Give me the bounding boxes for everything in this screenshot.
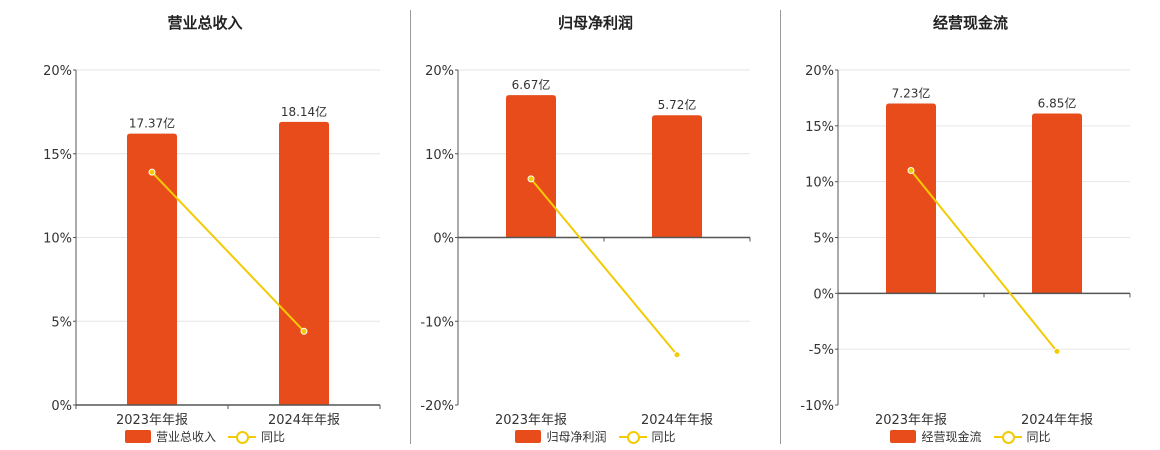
y-tick-label: 15% — [805, 120, 834, 135]
bar-data-label: 6.85亿 — [1038, 96, 1077, 111]
chart-title: 经营现金流 — [932, 14, 1008, 32]
legend-line-label: 同比 — [261, 430, 286, 444]
bar-data-label: 17.37亿 — [129, 116, 175, 131]
y-tick-label: 10% — [425, 148, 454, 163]
revenue-chart-svg: 0% 5% 10% 15% 20% 17.37亿 18.14亿 2023年年报 2024年年报 — [43, 64, 381, 428]
y-tick-label: 0% — [813, 287, 834, 302]
y-tick-label: 20% — [43, 64, 72, 79]
legend-bar-label: 营业总收入 — [155, 430, 216, 444]
yoy-point — [300, 327, 308, 335]
yoy-point — [673, 351, 681, 359]
chart-legend: 经营现金流 同比 — [781, 428, 1160, 445]
yoy-line — [530, 178, 678, 356]
y-tick-label: 0% — [433, 232, 454, 247]
y-tick-label: 20% — [805, 64, 834, 79]
legend-line-swatch — [618, 430, 647, 444]
bar-data-label: 6.67亿 — [512, 77, 551, 92]
bar-data-label: 18.14亿 — [281, 104, 327, 119]
chart-title: 归母净利润 — [557, 14, 633, 32]
bar — [127, 133, 177, 405]
net-profit-chart-svg: -20% -10% 0% 10% 20% 6.67亿 5.72亿 2023年年报 2024年年报 — [420, 64, 751, 428]
net-profit-chart-panel: 归母净利润 -20% -10% 0% 10% 20% 6.67亿 5.72亿 2023年年报 2… — [411, 0, 780, 450]
bar — [506, 95, 556, 238]
bar — [652, 115, 702, 238]
yoy-point — [527, 175, 535, 183]
y-tick-label: -5% — [809, 343, 834, 358]
cash-flow-chart-svg: -10% -5% 0% 5% 10% 15% 20% 7.23亿 6.85亿 2023年年报 202… — [800, 64, 1131, 428]
yoy-point — [1053, 347, 1061, 355]
legend-line-label: 同比 — [1026, 430, 1051, 444]
panel-divider — [410, 10, 411, 444]
y-tick-label: -10% — [800, 399, 834, 414]
legend-line-swatch — [228, 430, 256, 444]
y-tick-label: -10% — [420, 315, 454, 330]
bar — [886, 103, 936, 294]
legend-line-label: 同比 — [651, 430, 676, 444]
bar-data-label: 7.23亿 — [892, 86, 931, 101]
legend-bar-swatch — [890, 430, 917, 443]
legend-bar-swatch — [124, 430, 151, 443]
y-tick-label: 10% — [805, 176, 834, 191]
legend-bar-label: 归母净利润 — [546, 430, 607, 444]
y-tick-label: -20% — [420, 399, 454, 414]
chart-title: 营业总收入 — [167, 14, 243, 32]
y-tick-label: 20% — [425, 64, 454, 79]
revenue-chart-panel: 营业总收入 0% 5% 10% 15% 20% 17.37亿 18.14亿 2023年年报 20… — [0, 0, 410, 450]
y-tick-label: 15% — [43, 148, 72, 163]
panel-divider — [780, 10, 781, 444]
yoy-point — [907, 167, 915, 174]
legend-bar-swatch — [515, 430, 542, 443]
x-category-label: 2023年年报 — [875, 413, 947, 428]
x-category-label: 2024年年报 — [268, 413, 340, 428]
x-category-label: 2023年年报 — [495, 413, 567, 428]
chart-legend: 归母净利润 同比 — [411, 428, 780, 445]
bar — [279, 121, 329, 406]
y-tick-label: 5% — [51, 315, 72, 330]
yoy-line — [151, 171, 305, 332]
bar-data-label: 5.72亿 — [658, 97, 697, 112]
yoy-point — [148, 168, 156, 176]
y-tick-label: 0% — [51, 399, 72, 414]
x-category-label: 2024年年报 — [1021, 413, 1093, 428]
legend-line-swatch — [993, 430, 1022, 444]
y-tick-label: 5% — [813, 232, 834, 247]
cash-flow-chart-panel: 经营现金流 -10% -5% 0% 5% 10% 15% 20% 7.23亿 6.85亿 2023… — [781, 0, 1160, 450]
y-tick-label: 10% — [43, 232, 72, 247]
x-category-label: 2023年年报 — [116, 413, 188, 428]
x-category-label: 2024年年报 — [641, 413, 713, 428]
chart-legend: 营业总收入 同比 — [0, 428, 410, 445]
yoy-line — [910, 169, 1058, 353]
legend-bar-label: 经营现金流 — [921, 430, 982, 444]
bar — [1032, 113, 1082, 294]
